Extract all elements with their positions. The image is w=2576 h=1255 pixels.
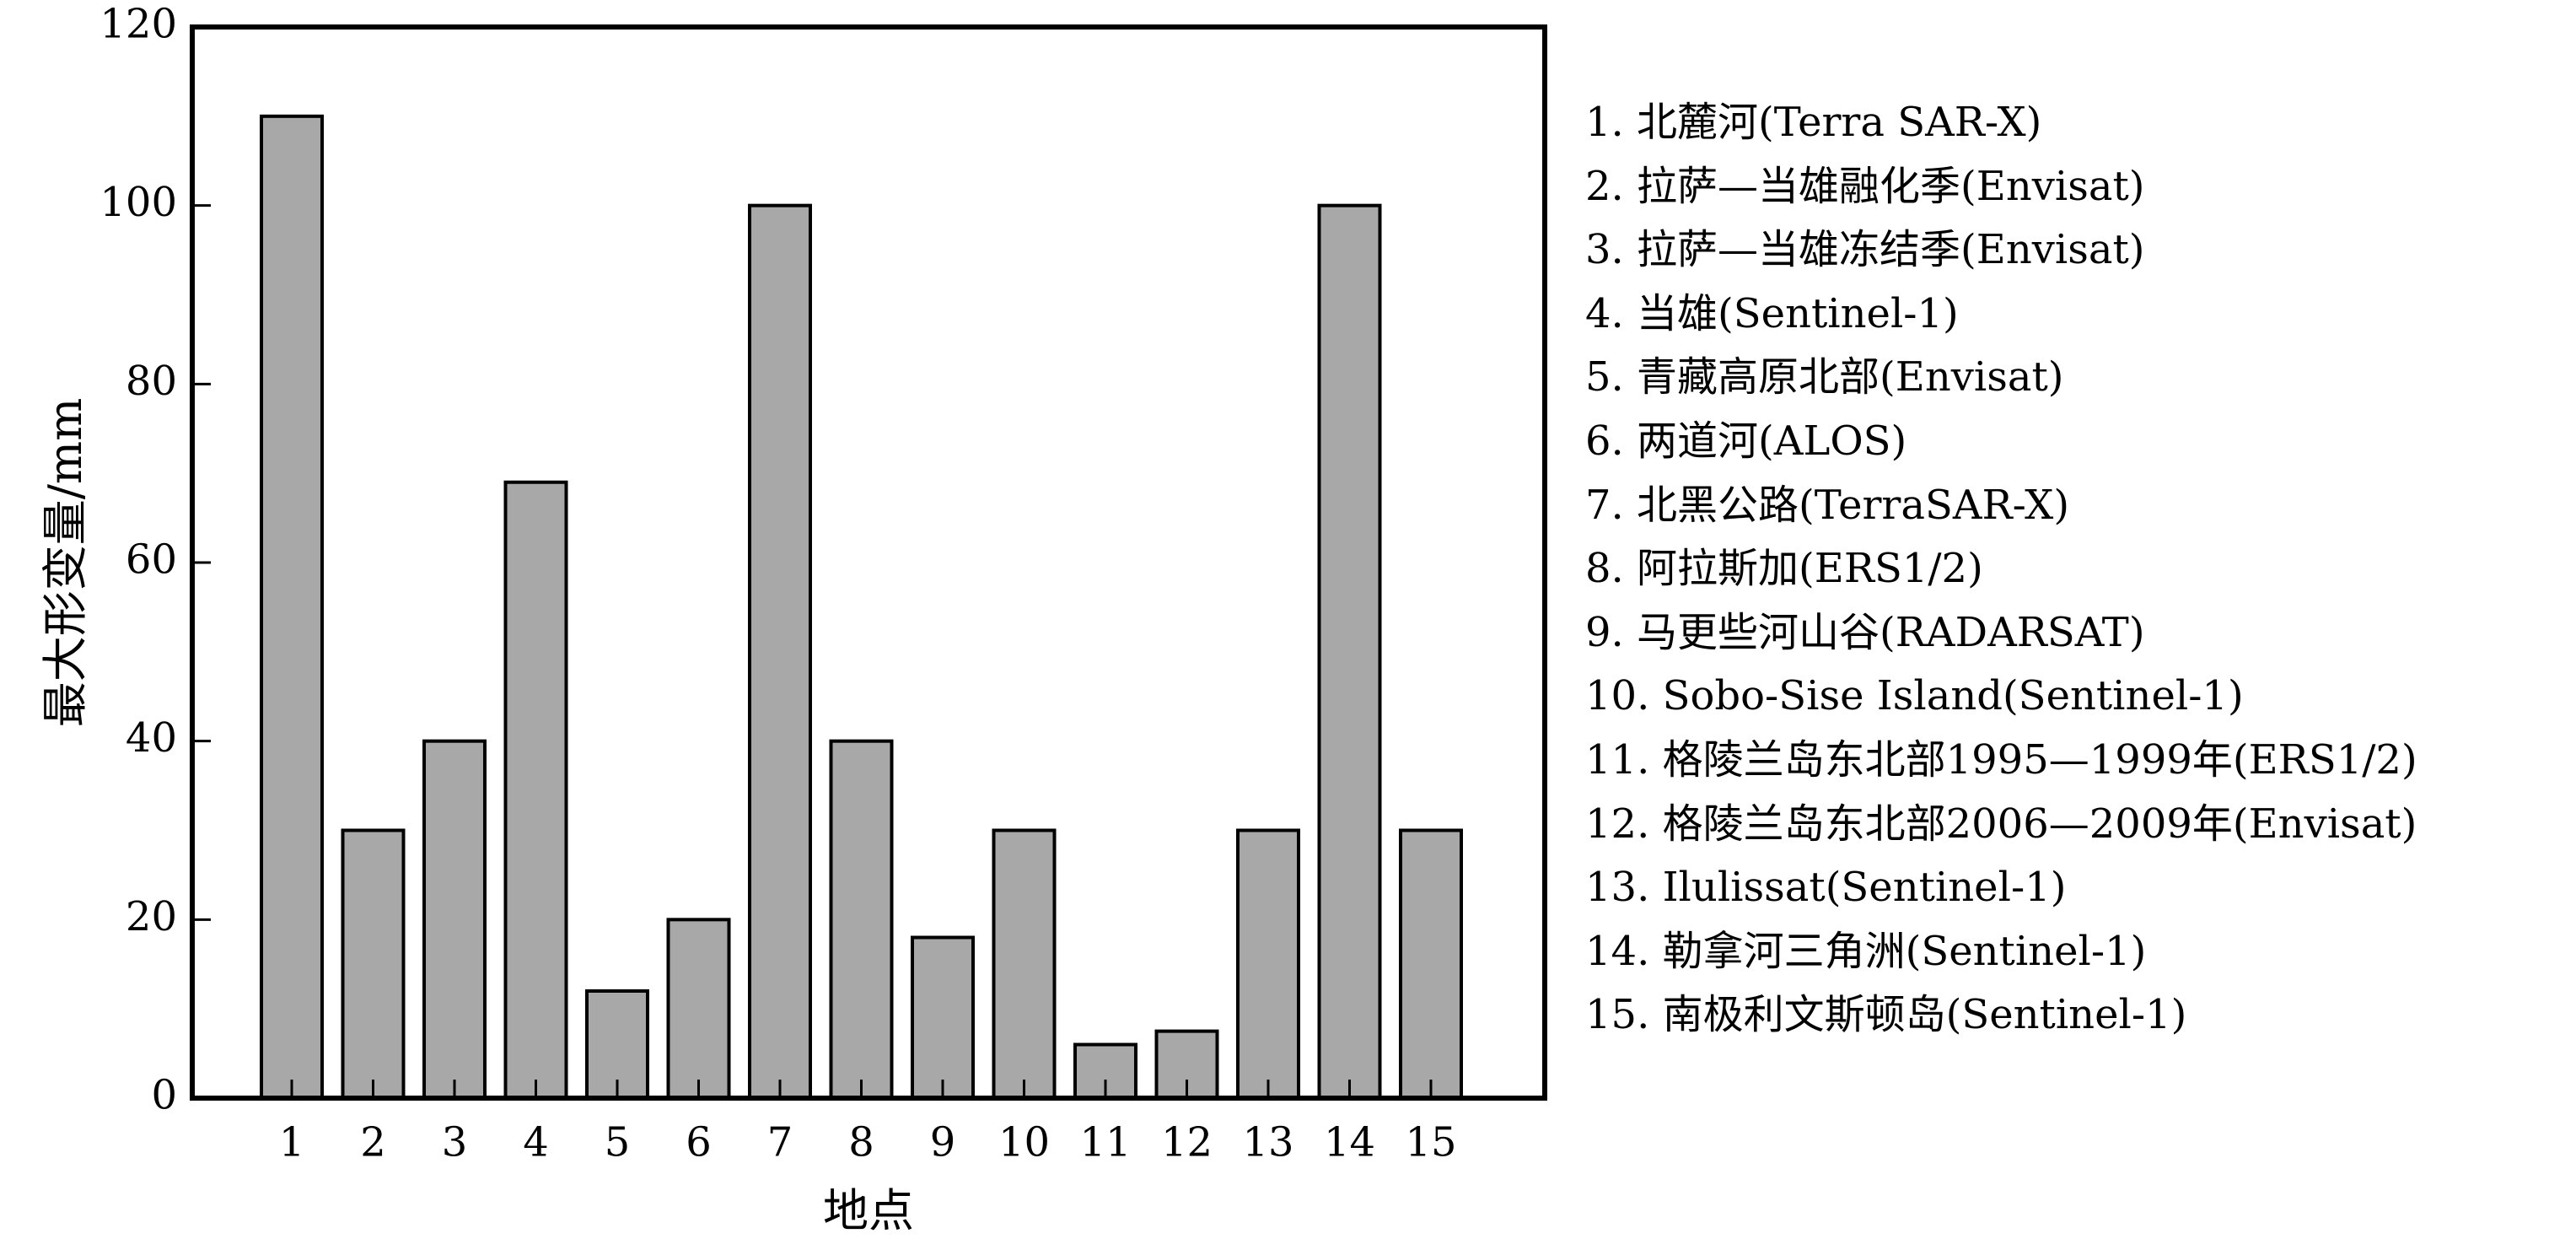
- bar-3: [422, 739, 487, 1101]
- bar-7: [748, 203, 812, 1101]
- bar-8: [829, 739, 894, 1101]
- x-tick-label-2: 2: [360, 1119, 386, 1166]
- legend-entry: 7. 北黑公路(TerraSAR-X): [1585, 481, 2070, 529]
- bar-6: [666, 918, 731, 1101]
- x-tick-label-13: 13: [1242, 1119, 1293, 1166]
- bars-group: [260, 114, 1463, 1101]
- legend-entry: 6. 两道河(ALOS): [1585, 417, 1907, 465]
- legend-entry: 11. 格陵兰岛东北部1995—1999年(ERS1/2): [1585, 735, 2417, 784]
- legend-entry: 5. 青藏高原北部(Envisat): [1585, 353, 2064, 401]
- x-tick-label-6: 6: [686, 1119, 712, 1166]
- x-tick-label-10: 10: [998, 1119, 1050, 1166]
- bar-4: [503, 480, 568, 1100]
- bar-13: [1236, 828, 1300, 1100]
- x-tick-label-4: 4: [523, 1119, 549, 1166]
- bar-1: [260, 114, 324, 1100]
- legend-entry: 2. 拉萨—当雄融化季(Envisat): [1585, 162, 2145, 210]
- x-tick-label-14: 14: [1324, 1119, 1375, 1166]
- legend-entry: 1. 北麓河(Terra SAR-X): [1585, 99, 2042, 146]
- x-tick-label-5: 5: [605, 1119, 631, 1166]
- legend-entry: 13. Ilulissat(Sentinel-1): [1585, 864, 2067, 912]
- plot-frame: [190, 24, 1547, 1101]
- bar-9: [911, 935, 975, 1100]
- x-tick-label-8: 8: [848, 1119, 874, 1166]
- legend-entry: 9. 马更些河山谷(RADARSAT): [1585, 608, 2145, 656]
- y-tick-label-40: 40: [126, 714, 177, 762]
- x-axis: 1 2 3 4 5 6 7 8 9 10 11 12 13 14 15: [279, 1080, 1457, 1166]
- legend-entry: 12. 格陵兰岛东北部2006—2009年(Envisat): [1585, 800, 2417, 848]
- x-tick-label-7: 7: [767, 1119, 793, 1166]
- y-tick-label-20: 20: [126, 893, 177, 940]
- bar-15: [1399, 828, 1463, 1100]
- bar-14: [1317, 203, 1382, 1101]
- x-tick-label-12: 12: [1161, 1119, 1213, 1166]
- x-tick-label-9: 9: [930, 1119, 956, 1166]
- y-tick-label-60: 60: [126, 536, 177, 584]
- legend-entry: 3. 拉萨—当雄冻结季(Envisat): [1585, 226, 2145, 274]
- x-tick-label-3: 3: [442, 1119, 468, 1166]
- x-tick-label-11: 11: [1079, 1119, 1131, 1166]
- bar-10: [992, 828, 1057, 1100]
- legend-entry: 4. 当雄(Sentinel-1): [1585, 289, 1959, 337]
- y-tick-label-80: 80: [126, 358, 177, 405]
- legend-entry: 14. 勒拿河三角洲(Sentinel-1): [1585, 927, 2147, 975]
- x-tick-label-15: 15: [1405, 1119, 1456, 1166]
- legend: 1. 北麓河(Terra SAR-X) 2. 拉萨—当雄融化季(Envisat) 3…: [1585, 91, 2417, 1048]
- x-axis-label: 地点: [823, 1184, 914, 1237]
- legend-entry: 8. 阿拉斯加(ERS1/2): [1585, 545, 1983, 593]
- x-tick-label-1: 1: [279, 1119, 305, 1166]
- y-axis: 0 20 40 60 80 100 120: [99, 1, 211, 1119]
- legend-entry: 10. Sobo-Sise Island(Sentinel-1): [1585, 672, 2244, 720]
- y-tick-label-120: 120: [99, 1, 177, 48]
- y-tick-label-0: 0: [151, 1072, 177, 1119]
- bar-2: [341, 828, 406, 1100]
- y-axis-label: 最大形变量/mm: [39, 398, 92, 728]
- legend-entry: 15. 南极利文斯顿岛(Sentinel-1): [1585, 991, 2187, 1039]
- y-tick-label-100: 100: [99, 179, 177, 226]
